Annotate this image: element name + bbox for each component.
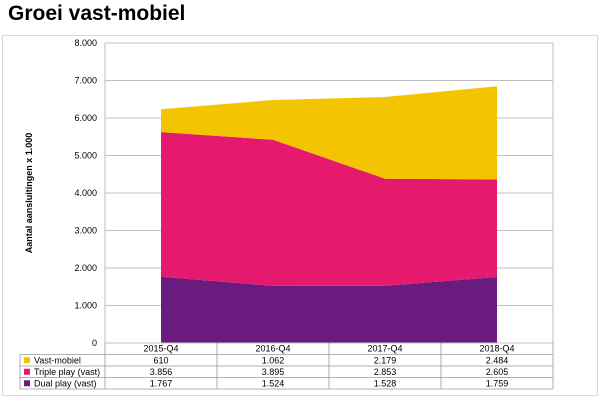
y-tick-label: 1.000 [74, 301, 97, 311]
table-value: 1.062 [262, 355, 285, 365]
table-value: 2.853 [374, 367, 397, 377]
x-category-label: 2018-Q4 [479, 344, 514, 354]
y-tick-label: 2.000 [74, 263, 97, 273]
chart-frame [2, 35, 598, 396]
table-value: 1.524 [262, 378, 285, 388]
y-tick-label: 3.000 [74, 226, 97, 236]
y-tick-label: 7.000 [74, 76, 97, 86]
x-category-label: 2017-Q4 [367, 344, 402, 354]
area-series [161, 86, 497, 343]
table-value: 2.179 [374, 355, 397, 365]
table-value: 1.528 [374, 378, 397, 388]
page-title: Groei vast-mobiel [8, 2, 186, 25]
area-dual-play-vast [161, 276, 497, 343]
legend-swatch [24, 368, 30, 375]
legend-label: Dual play (vast) [34, 378, 97, 388]
y-tick-label: 6.000 [74, 113, 97, 123]
legend-swatch [24, 357, 30, 364]
table-value: 3.895 [262, 367, 285, 377]
y-tick-label: 8.000 [74, 38, 97, 48]
data-table: 2015-Q4 2016-Q4 2017-Q4 2018-Q4 Vast-mobiel 6… [19, 343, 554, 390]
legend-label: Vast-mobiel [34, 355, 81, 365]
table-value: 610 [153, 355, 168, 365]
y-tick-label: 4.000 [74, 188, 97, 198]
table-value: 3.856 [150, 367, 173, 377]
y-axis-label: Aantal aansluitingen x 1.000 [24, 133, 34, 254]
area-triple-play-vast [161, 132, 497, 286]
y-tick-label: 0 [92, 338, 97, 348]
x-category-label: 2015-Q4 [143, 344, 178, 354]
x-category-label: 2016-Q4 [255, 344, 290, 354]
table-value: 1.767 [150, 378, 173, 388]
legend-label: Triple play (vast) [34, 367, 100, 377]
legend-swatch [24, 380, 30, 387]
y-tick-label: 5.000 [74, 151, 97, 161]
table-value: 2.484 [486, 355, 509, 365]
table-value: 1.759 [486, 378, 509, 388]
area-vast-mobiel [161, 86, 497, 180]
table-value: 2.605 [486, 367, 509, 377]
